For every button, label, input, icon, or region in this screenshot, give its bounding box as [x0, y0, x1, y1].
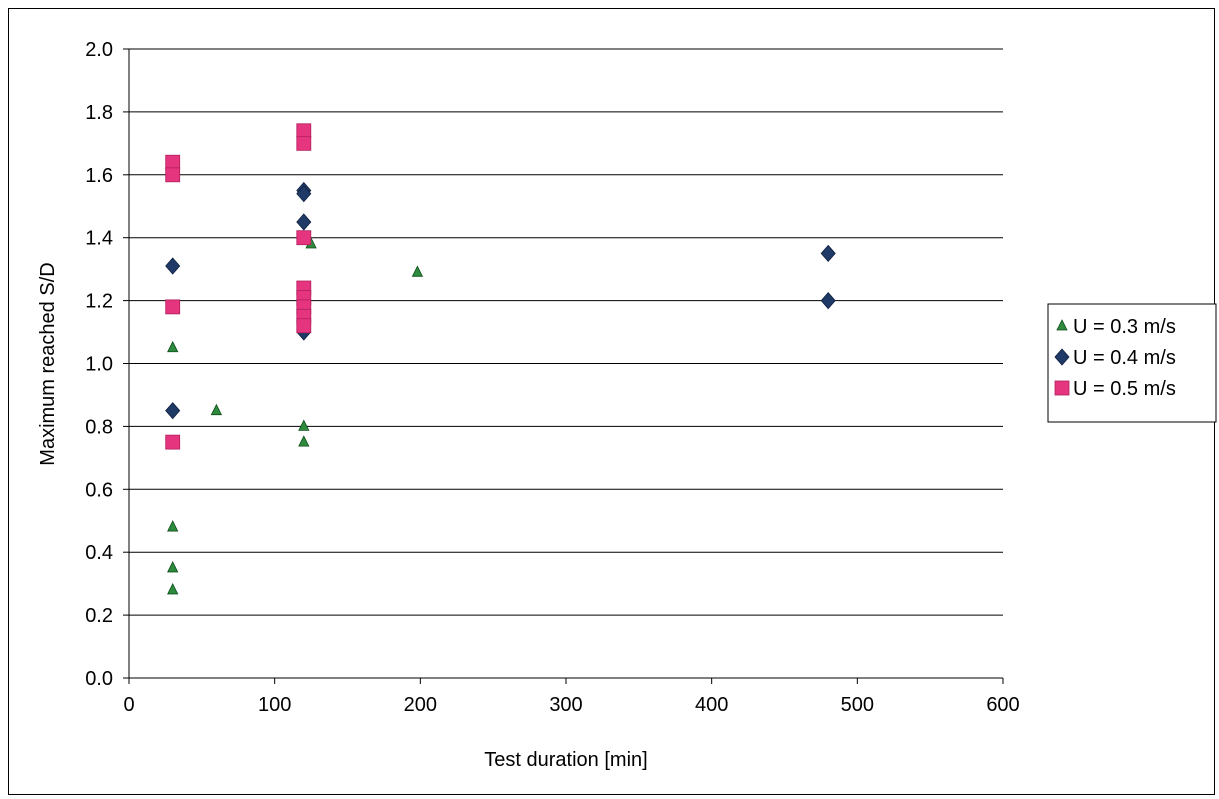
series-square [165, 123, 312, 450]
data-point [820, 291, 836, 310]
data-point [296, 123, 312, 139]
data-point [167, 520, 179, 532]
legend-label: U = 0.5 m/s [1073, 378, 1176, 400]
y-tick-label: 0.6 [85, 479, 113, 501]
y-tick-label: 1.6 [85, 165, 113, 187]
data-point [411, 265, 424, 277]
chart-frame [8, 8, 1215, 795]
x-axis-title: Test duration [min] [484, 749, 647, 771]
data-point [296, 230, 312, 246]
x-tick-label: 0 [123, 694, 134, 716]
y-tick-label: 1.2 [85, 291, 113, 313]
legend-label: U = 0.4 m/s [1073, 347, 1176, 369]
data-point [167, 340, 179, 353]
axes [128, 49, 1004, 684]
legend-box [1047, 303, 1217, 423]
data-point [165, 434, 181, 450]
data-point [165, 167, 181, 183]
x-tick-labels: 0 100 200 300 400 500 600 [123, 694, 1019, 716]
data-points [165, 123, 836, 595]
data-point [165, 299, 181, 315]
data-point [167, 561, 179, 573]
data-point [165, 154, 181, 170]
data-point [167, 583, 179, 595]
legend-label: U = 0.3 m/s [1073, 316, 1176, 338]
x-tick-label: 500 [841, 694, 874, 716]
y-tick-label: 1.0 [85, 354, 113, 376]
y-tick-label: 0.8 [85, 416, 113, 438]
x-tick-label: 100 [258, 694, 291, 716]
y-tick-labels: 0.0 0.2 0.4 0.6 0.8 1.0 1.2 1.4 1.6 1.8 2.0 [85, 39, 113, 690]
legend-marker [1054, 348, 1070, 366]
x-tick-label: 300 [549, 694, 582, 716]
legend-marker [1054, 380, 1070, 396]
data-point [165, 402, 181, 420]
x-tick-label: 400 [695, 694, 728, 716]
y-tick-label: 0.0 [85, 668, 113, 690]
x-tick-label: 600 [986, 694, 1019, 716]
legend-marker [1056, 319, 1068, 331]
legend-items: U = 0.3 m/s U = 0.4 m/s U = 0.5 m/s [1054, 316, 1176, 400]
y-tick-label: 1.8 [85, 102, 113, 124]
x-tick-label: 200 [404, 694, 437, 716]
y-tick-label: 2.0 [85, 39, 113, 61]
data-point [820, 244, 836, 263]
data-point [296, 213, 312, 231]
data-point [210, 403, 223, 416]
series-triangle [167, 237, 424, 595]
data-point [296, 185, 312, 203]
legend: U = 0.3 m/s U = 0.4 m/s U = 0.5 m/s [1047, 303, 1217, 423]
data-point [298, 435, 310, 447]
y-axis-title: Maximum reached S/D [37, 262, 59, 465]
data-point [296, 135, 312, 151]
y-tick-label: 1.4 [85, 228, 113, 250]
data-point [296, 318, 312, 334]
data-point [165, 257, 181, 275]
grid-lines [123, 48, 1003, 679]
data-point [298, 419, 310, 431]
y-tick-label: 0.2 [85, 605, 113, 627]
y-tick-label: 0.4 [85, 542, 113, 564]
